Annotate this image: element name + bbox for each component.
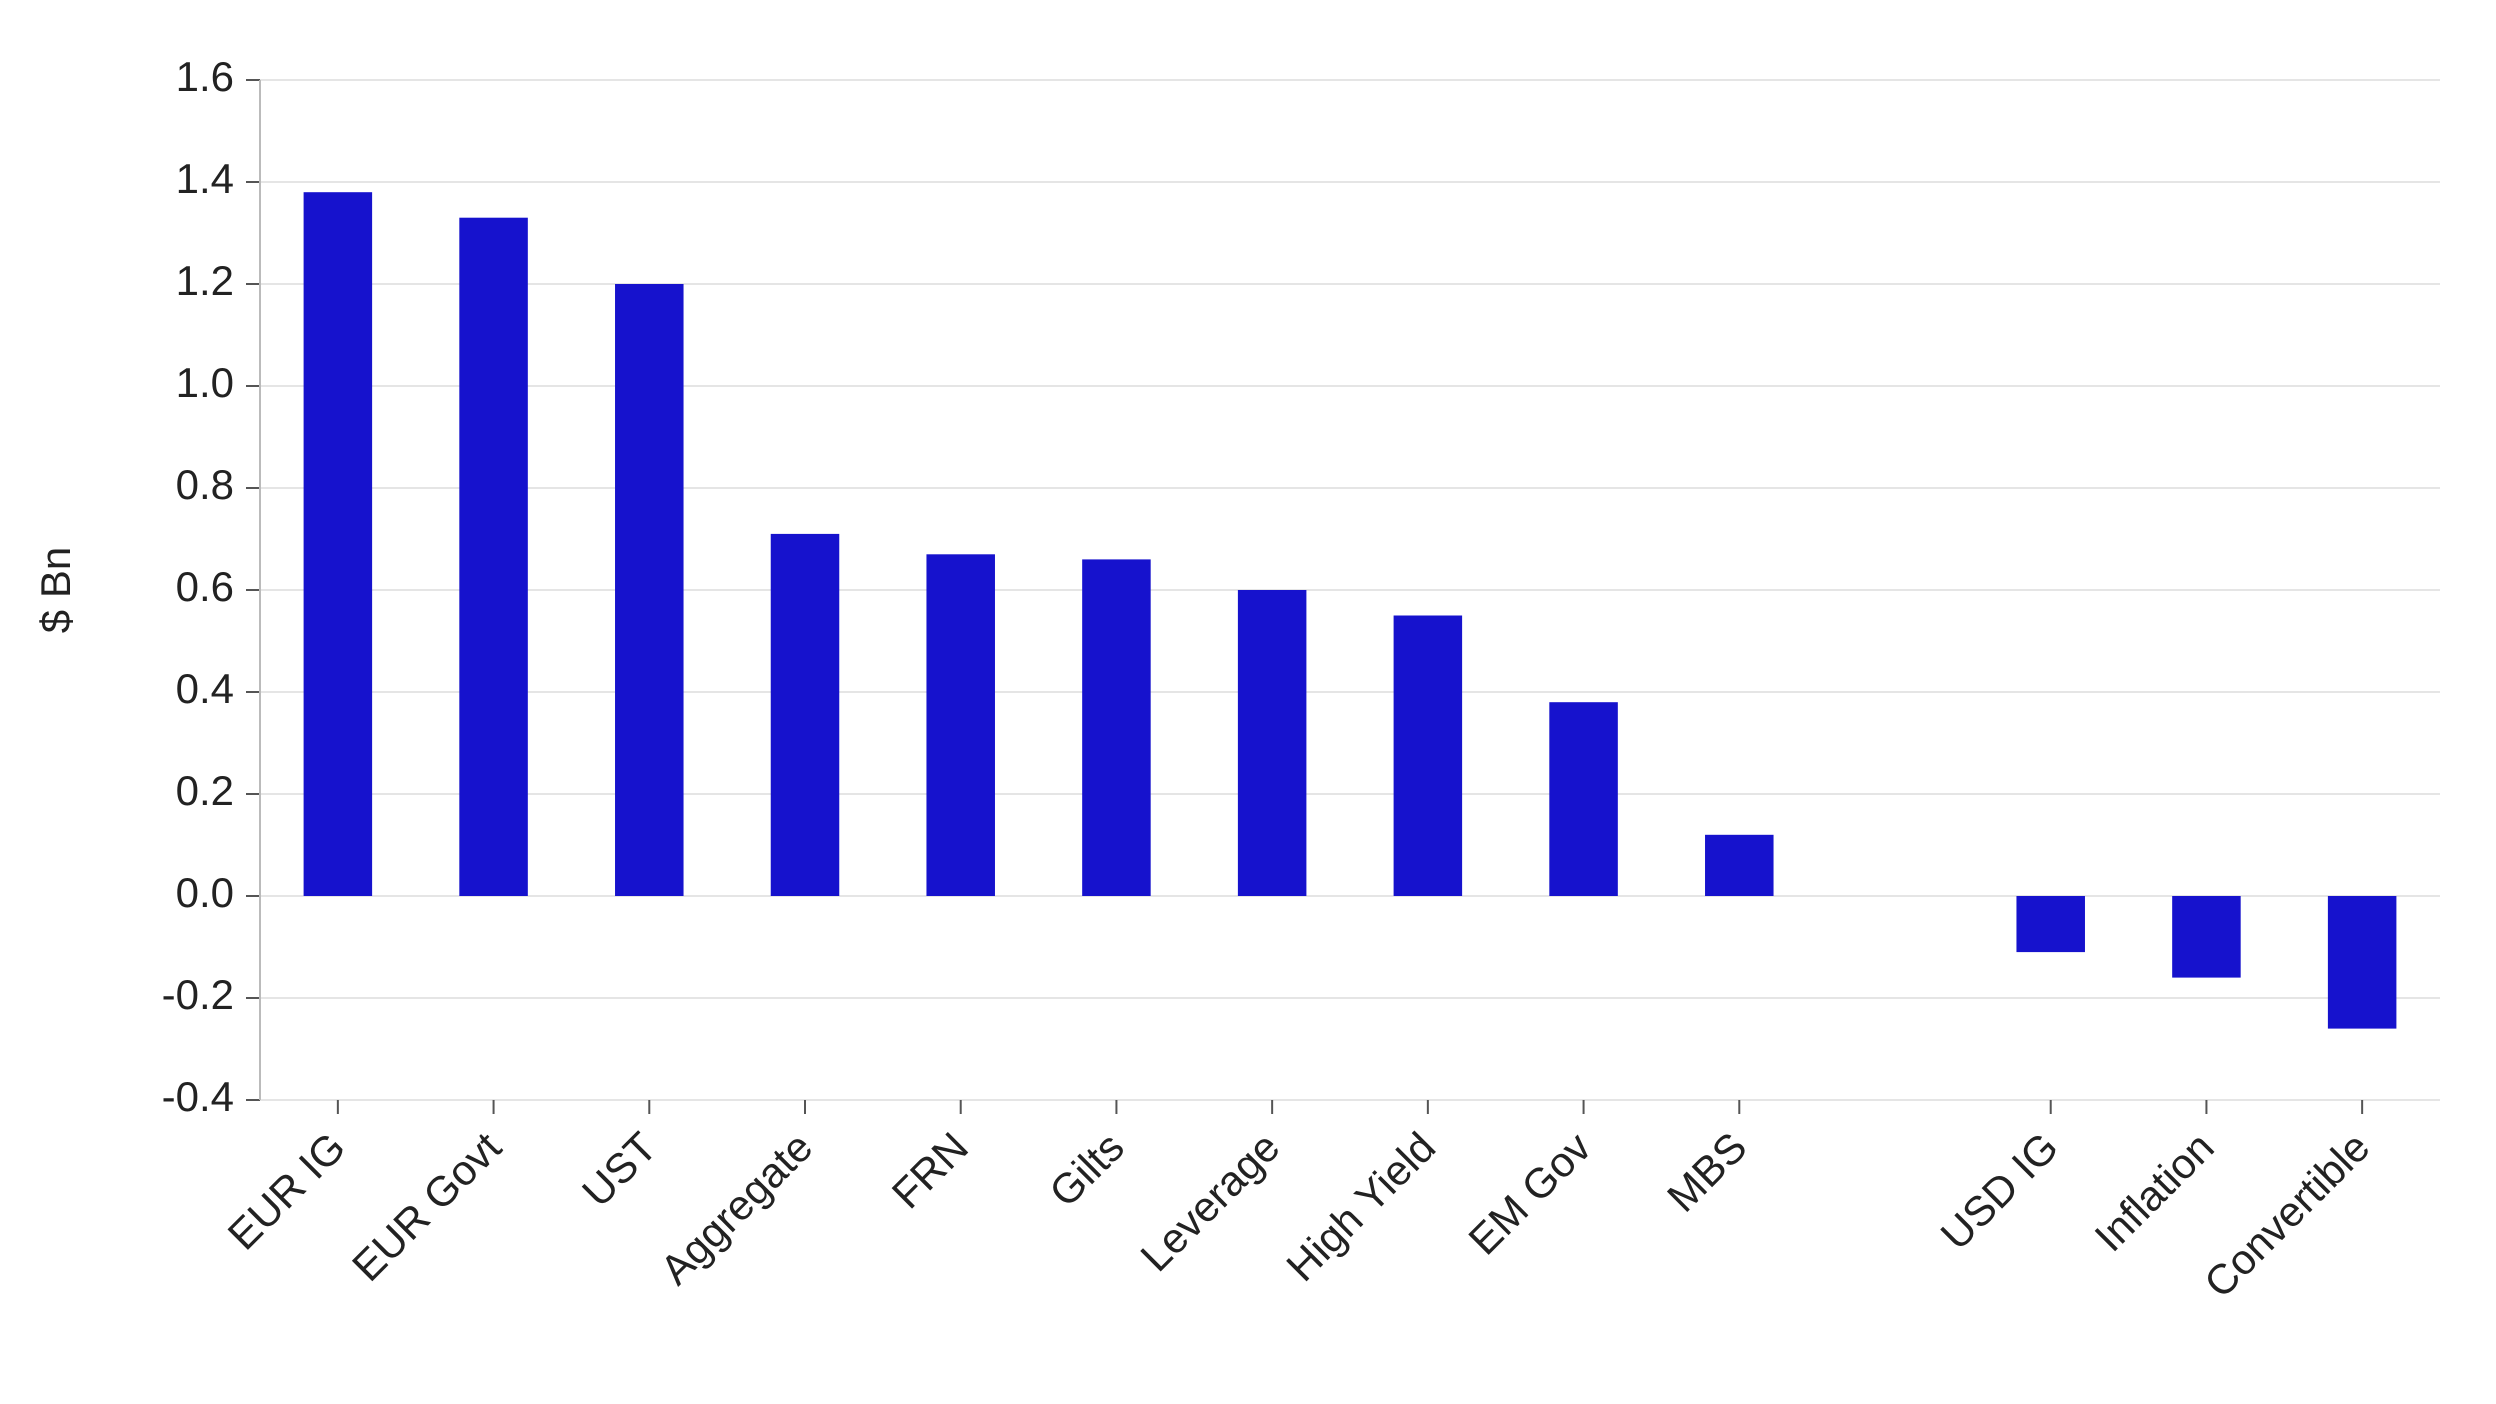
bar bbox=[459, 218, 528, 896]
bar bbox=[615, 284, 684, 896]
bar bbox=[1549, 702, 1618, 896]
y-axis-label: $ Bn bbox=[32, 547, 79, 633]
bar bbox=[2328, 896, 2397, 1029]
bar bbox=[2016, 896, 2085, 952]
ytick-label: -0.2 bbox=[162, 971, 234, 1018]
ytick-label: 0.6 bbox=[176, 563, 234, 610]
ytick-label: 0.4 bbox=[176, 665, 234, 712]
ytick-label: 1.4 bbox=[176, 155, 234, 202]
ytick-label: 0.2 bbox=[176, 767, 234, 814]
bar bbox=[1705, 835, 1774, 896]
bar bbox=[1082, 559, 1151, 896]
bar bbox=[926, 554, 995, 896]
ytick-label: -0.4 bbox=[162, 1073, 234, 1120]
ytick-label: 1.0 bbox=[176, 359, 234, 406]
bar bbox=[1394, 616, 1463, 897]
bar bbox=[771, 534, 840, 896]
chart-svg: -0.4-0.20.00.20.40.60.81.01.21.41.6$ BnE… bbox=[0, 0, 2496, 1404]
ytick-label: 1.2 bbox=[176, 257, 234, 304]
bar bbox=[2172, 896, 2241, 978]
ytick-label: 0.0 bbox=[176, 869, 234, 916]
bar-chart: -0.4-0.20.00.20.40.60.81.01.21.41.6$ BnE… bbox=[0, 0, 2496, 1404]
ytick-label: 1.6 bbox=[176, 53, 234, 100]
bar bbox=[304, 192, 373, 896]
ytick-label: 0.8 bbox=[176, 461, 234, 508]
bar bbox=[1238, 590, 1307, 896]
